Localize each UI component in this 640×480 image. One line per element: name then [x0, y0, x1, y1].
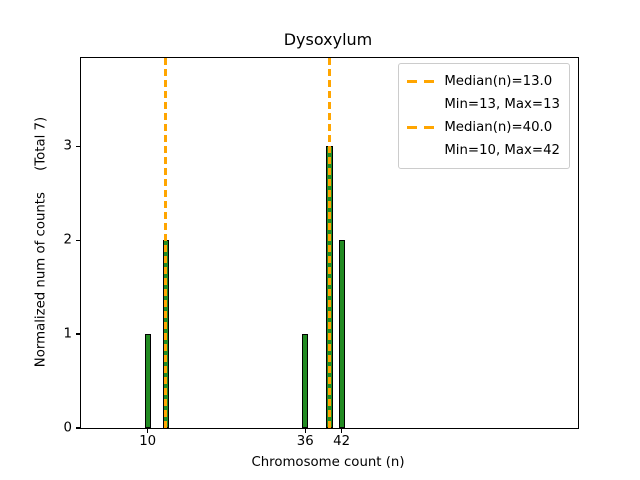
legend-blank-sample: [407, 103, 434, 106]
x-tick-mark: [341, 429, 343, 433]
y-tick-label: 0: [63, 420, 72, 436]
legend-entry-label: Median(n)=40.0: [444, 120, 553, 135]
y-tick-mark: [76, 333, 80, 335]
histogram-bar-x36: [302, 334, 309, 428]
y-tick-label: 1: [63, 326, 72, 342]
y-axis-label: Normalized num of counts (Total 7): [33, 116, 49, 368]
histogram-bar-x10: [144, 334, 151, 428]
x-tick-mark: [304, 429, 306, 433]
median-line-x40: [328, 58, 331, 428]
legend-entry-label: Min=13, Max=13: [444, 97, 560, 112]
y-tick-label: 2: [63, 232, 72, 248]
median-line-x13: [164, 58, 168, 428]
legend-entry-label: Median(n)=13.0: [444, 74, 553, 89]
legend-dashed-line-sample: [407, 80, 435, 83]
legend-row: Median(n)=40.0: [407, 116, 560, 139]
y-tick-label: 3: [63, 138, 72, 154]
plot-area: Median(n)=13.0 Min=13, Max=13 Median(n)=40…: [64, 57, 579, 448]
histogram-bar-x42: [338, 240, 345, 428]
x-axis-label: Chromosome count (n): [251, 455, 405, 470]
legend-dashed-line-sample: [407, 126, 435, 129]
y-tick-mark: [76, 145, 80, 147]
x-tick-label: 42: [333, 434, 351, 449]
legend-row: Min=10, Max=42: [407, 139, 560, 162]
legend-entry-label: Min=10, Max=42: [444, 143, 560, 158]
y-tick-mark: [76, 239, 80, 241]
legend: Median(n)=13.0 Min=13, Max=13 Median(n)=40…: [398, 63, 570, 169]
legend-blank-sample: [407, 149, 434, 152]
legend-row: Min=13, Max=13: [407, 93, 560, 116]
y-tick-mark: [76, 427, 80, 429]
x-tick-label: 10: [139, 434, 157, 449]
legend-row: Median(n)=13.0: [407, 70, 560, 93]
x-tick-label: 36: [296, 434, 314, 449]
x-tick-mark: [147, 429, 149, 433]
chart-title: Dysoxylum: [283, 30, 373, 49]
